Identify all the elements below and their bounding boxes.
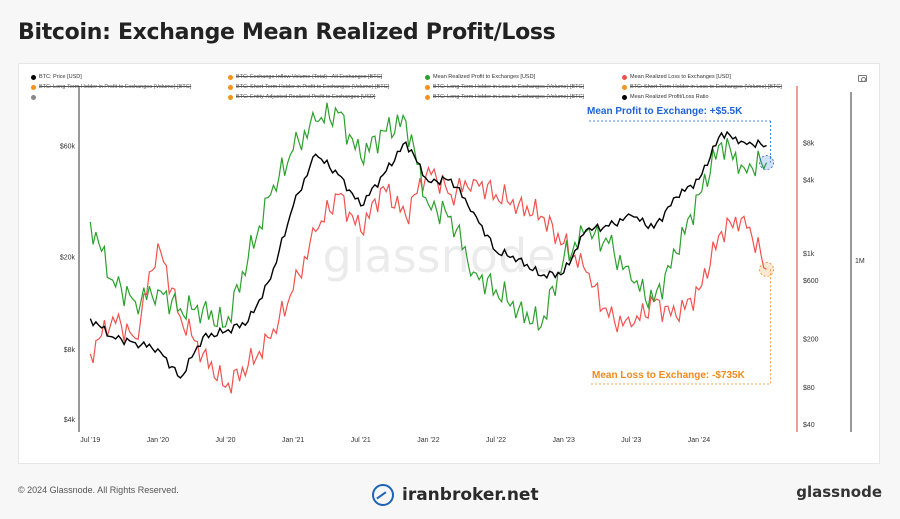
legend-dot-icon: [622, 74, 627, 80]
legend-item[interactable]: BTC: Long-Term Holder in Loss to Exchang…: [425, 94, 622, 100]
copyright-text: © 2024 Glassnode. All Rights Reserved.: [18, 485, 179, 495]
legend-label: BTC: Short-Term Holder in Profit to Exch…: [236, 84, 390, 90]
brand-chart-icon: [372, 484, 394, 506]
right-tick-label: $600: [803, 278, 819, 285]
legend-item[interactable]: [31, 94, 228, 100]
legend-item[interactable]: BTC: Exchange Inflow Volume (Total) - Al…: [228, 74, 425, 80]
right-tick-label: $40: [803, 422, 815, 429]
legend-label: BTC: Price [USD]: [39, 74, 82, 80]
legend-dot-icon: [622, 94, 627, 100]
left-tick-label: $20k: [60, 254, 76, 261]
left-tick-label: $4k: [64, 417, 76, 424]
footer-brand[interactable]: iranbroker.net: [372, 484, 539, 506]
legend-dot-icon: [31, 94, 36, 100]
legend-label: BTC: Entity-Adjusted Realized Profit to …: [236, 94, 376, 100]
series-line-profit: [89, 102, 768, 332]
legend-label: Mean Realized Profit to Exchanges [USD]: [433, 74, 536, 80]
legend-dot-icon: [425, 74, 430, 80]
right-tick-label: $4k: [803, 177, 815, 184]
chart-card: BTC: Price [USD] BTC: Exchange Inflow Vol…: [18, 63, 880, 464]
loss-annotation-marker: [759, 262, 774, 277]
camera-icon[interactable]: [858, 75, 867, 82]
legend-item[interactable]: BTC: Entity-Adjusted Realized Profit to …: [228, 94, 425, 100]
far-right-tick-label: 1M: [855, 258, 865, 265]
legend-item[interactable]: BTC: Long-Term Holder in Loss to Exchang…: [425, 84, 622, 90]
legend-item[interactable]: BTC: Short-Term Holder in Profit to Exch…: [228, 84, 425, 90]
legend-dot-icon: [425, 84, 430, 90]
right-tick-label: $1k: [803, 251, 815, 258]
legend-item[interactable]: Mean Realized Profit/Loss Ratio: [622, 94, 819, 100]
left-tick-label: $60k: [60, 144, 76, 151]
legend-label: BTC: Short-Term Holder in Loss to Exchan…: [630, 84, 782, 90]
legend-label: Mean Realized Loss to Exchanges [USD]: [630, 74, 731, 80]
chart-svg: glassnode $4k $8k $20k $60k $40 $80 $200 $600 $1k…: [60, 86, 865, 444]
legend-item[interactable]: BTC: Long-Term Holder in Profit to Excha…: [31, 84, 228, 90]
profit-annotation-marker: [759, 155, 774, 170]
x-tick-label: Jan '22: [417, 437, 439, 444]
left-tick-label: $8k: [64, 347, 76, 354]
watermark: glassnode: [323, 229, 556, 283]
legend-label: BTC: Long-Term Holder in Loss to Exchang…: [433, 84, 585, 90]
series-line-price: [89, 130, 767, 379]
right-tick-label: $80: [803, 385, 815, 392]
legend-label: BTC: Long-Term Holder in Profit to Excha…: [39, 84, 192, 90]
x-tick-label: Jul '20: [216, 437, 236, 444]
legend-label: Mean Realized Profit/Loss Ratio: [630, 94, 709, 100]
legend-dot-icon: [31, 74, 36, 80]
legend-dot-icon: [425, 94, 430, 100]
brand-text: iranbroker.net: [402, 485, 539, 505]
x-tick-label: Jul '21: [351, 437, 371, 444]
loss-annotation-label: Mean Loss to Exchange: -$735K: [592, 370, 746, 381]
x-tick-label: Jul '22: [486, 437, 506, 444]
right-tick-label: $200: [803, 337, 819, 344]
legend-label: BTC: Exchange Inflow Volume (Total) - Al…: [236, 74, 383, 80]
x-tick-label: Jul '19: [80, 437, 100, 444]
legend-dot-icon: [228, 84, 233, 90]
x-tick-label: Jul '23: [621, 437, 641, 444]
glassnode-logo: glassnode: [796, 483, 882, 501]
legend-item[interactable]: BTC: Short-Term Holder in Loss to Exchan…: [622, 84, 819, 90]
x-tick-label: Jan '24: [688, 437, 710, 444]
legend-item[interactable]: BTC: Price [USD]: [31, 74, 228, 80]
legend-dot-icon: [622, 84, 627, 90]
legend-dot-icon: [31, 84, 36, 90]
profit-annotation-label: Mean Profit to Exchange: +$5.5K: [587, 106, 743, 117]
legend-item[interactable]: Mean Realized Loss to Exchanges [USD]: [622, 74, 819, 80]
legend-item[interactable]: Mean Realized Profit to Exchanges [USD]: [425, 74, 622, 80]
legend-dot-icon: [228, 74, 233, 80]
page-title: Bitcoin: Exchange Mean Realized Profit/L…: [18, 20, 556, 45]
chart-legend: BTC: Price [USD] BTC: Exchange Inflow Vol…: [31, 72, 821, 102]
x-tick-label: Jan '20: [147, 437, 169, 444]
x-tick-label: Jan '21: [282, 437, 304, 444]
legend-dot-icon: [228, 94, 233, 100]
legend-label: BTC: Long-Term Holder in Loss to Exchang…: [433, 94, 585, 100]
x-tick-label: Jan '23: [552, 437, 574, 444]
right-tick-label: $8k: [803, 141, 815, 148]
